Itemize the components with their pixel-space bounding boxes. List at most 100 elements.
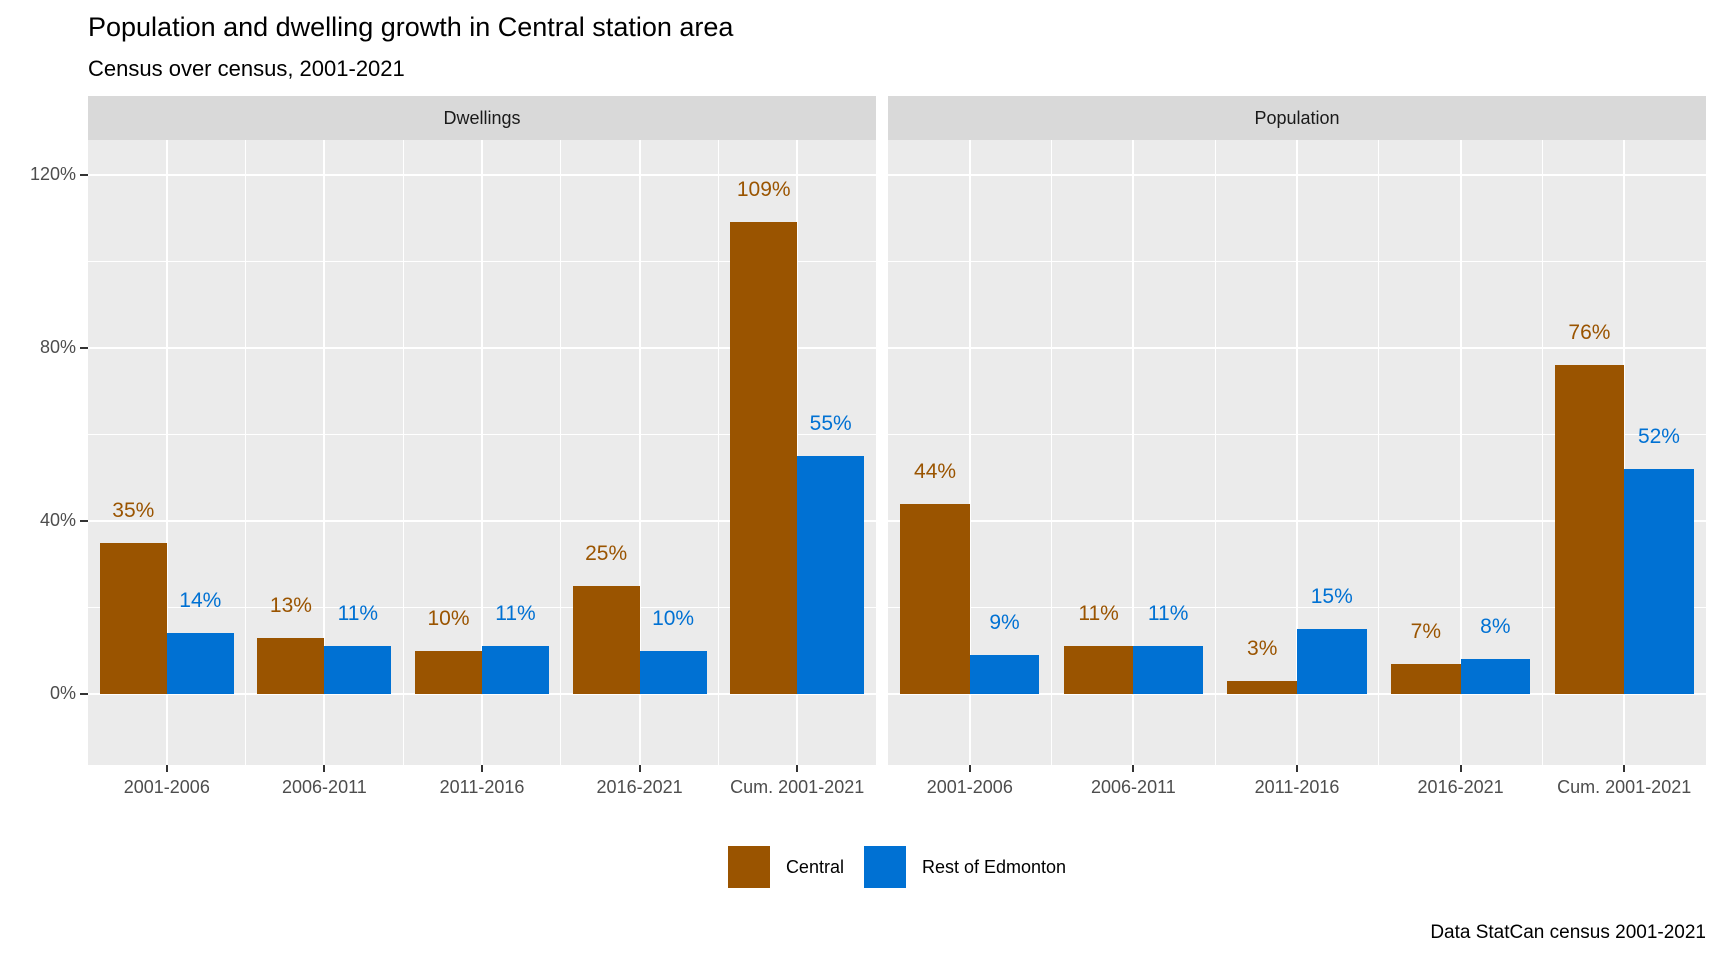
chart-subtitle: Census over census, 2001-2021 (88, 56, 405, 81)
gridline-major-x (481, 140, 483, 765)
bar-value-label: 76% (1568, 321, 1611, 345)
x-axis-tick-mark (796, 765, 799, 772)
x-axis-tick-label: Cum. 2001-2021 (1557, 777, 1692, 797)
bar-rest-of-edmonton (1297, 629, 1367, 694)
x-axis-tick-mark (165, 765, 168, 772)
bar-central (1391, 663, 1461, 695)
bar-central (257, 637, 325, 694)
bar-value-label: 11% (337, 602, 379, 626)
bar-central (900, 503, 970, 694)
gridline-minor-x (1051, 140, 1053, 765)
legend-item-central: Central (727, 846, 844, 888)
panel-population: 44% 9% 11% 11% 3% 15% 7% 8% 76% 52% (888, 140, 1706, 765)
bar-value-label: 55% (809, 411, 852, 435)
gridline-minor-x (1541, 140, 1543, 765)
gridline-minor-x (1378, 140, 1380, 765)
bar-rest-of-edmonton (639, 650, 707, 694)
bar-central (1554, 365, 1625, 694)
x-axis-tick-mark (1132, 765, 1135, 772)
gridline-major-x (1132, 140, 1135, 765)
x-axis-tick-label: 2016-2021 (596, 777, 683, 797)
x-axis-tick-mark (968, 765, 971, 772)
bar-value-label: 7% (1410, 619, 1441, 643)
bar-value-label: 9% (989, 611, 1020, 635)
gridline-major-x (1296, 140, 1298, 765)
gridline-major-x (1623, 140, 1626, 765)
y-axis-tick-mark (80, 346, 88, 349)
bar-rest-of-edmonton (1624, 468, 1694, 694)
bar-value-label: 44% (914, 459, 957, 483)
bar-rest-of-edmonton (324, 646, 392, 694)
legend-label: Central (785, 856, 844, 877)
x-axis-tick-label: Cum. 2001-2021 (730, 777, 865, 797)
bar-rest-of-edmonton (1133, 646, 1203, 694)
gridline-major-x (323, 140, 326, 765)
bar-central (99, 542, 167, 694)
y-axis-tick-label: 120% (29, 163, 76, 184)
bar-value-label: 10% (427, 606, 470, 630)
panel-dwellings: 35% 14% 13% 11% 10% 11% 25% 10% 109% 55% (88, 140, 876, 765)
x-axis-tick-label: 2001-2006 (123, 777, 210, 797)
bar-value-label: 52% (1637, 424, 1680, 448)
gridline-minor-x (1214, 140, 1216, 765)
bar-value-label: 11% (1078, 602, 1119, 626)
legend: Central Rest of Edmonton (88, 845, 1706, 889)
y-axis-tick-mark (80, 519, 88, 522)
bar-rest-of-edmonton (166, 633, 234, 694)
bar-value-label: 15% (1310, 585, 1353, 609)
x-axis-tick-label: 2006-2011 (1091, 777, 1176, 797)
x-axis-tick-label: 2011-2016 (1254, 777, 1340, 797)
bar-central (730, 222, 798, 694)
gridline-minor-x (717, 140, 719, 765)
bar-rest-of-edmonton (482, 646, 549, 694)
x-axis-tick-mark (1296, 765, 1298, 772)
y-axis-tick-label: 0% (49, 683, 76, 704)
bar-value-label: 35% (112, 498, 155, 522)
bar-rest-of-edmonton (1460, 659, 1531, 694)
gridline-minor-x (560, 140, 562, 765)
y-axis-tick-label: 40% (39, 509, 76, 530)
gridline-major-x (1459, 140, 1462, 765)
bar-central (415, 650, 482, 694)
legend-item-rest-of-edmonton: Rest of Edmonton (863, 846, 1067, 888)
x-axis-tick-label: 2016-2021 (1417, 777, 1504, 797)
bar-value-label: 10% (652, 606, 695, 630)
x-axis-tick-mark (323, 765, 326, 772)
facet-strip-label: Population (1254, 107, 1340, 128)
y-axis-tick-mark (80, 693, 88, 696)
legend-label: Rest of Edmonton (921, 856, 1067, 877)
x-axis-tick-label: 2001-2006 (926, 777, 1013, 797)
x-axis-tick-label: 2011-2016 (439, 777, 525, 797)
gridline-major-x (165, 140, 168, 765)
y-axis-tick-label: 80% (39, 336, 76, 357)
y-axis-tick-mark (80, 173, 88, 176)
x-axis-tick-label: 2006-2011 (282, 777, 367, 797)
x-axis-tick-mark (1459, 765, 1462, 772)
chart-title: Population and dwelling growth in Centra… (88, 12, 734, 42)
bar-rest-of-edmonton (969, 655, 1040, 694)
bar-value-label: 13% (269, 593, 312, 617)
x-axis-tick-mark (1623, 765, 1626, 772)
bar-central (572, 585, 640, 694)
gridline-major-x (968, 140, 971, 765)
legend-swatch (863, 846, 906, 888)
bar-central (1227, 681, 1297, 695)
chart-caption: Data StatCan census 2001-2021 (1430, 922, 1706, 943)
bar-value-label: 11% (1147, 602, 1189, 626)
facet-strip-population: Population (888, 96, 1706, 140)
bar-value-label: 3% (1247, 637, 1278, 661)
x-axis-tick-mark (481, 765, 483, 772)
gridline-major-x (796, 140, 799, 765)
bar-value-label: 25% (585, 541, 628, 565)
gridline-minor-x (402, 140, 404, 765)
facet-strip-dwellings: Dwellings (88, 96, 876, 140)
bar-value-label: 109% (736, 178, 791, 202)
bar-central (1063, 646, 1134, 694)
bar-value-label: 14% (179, 589, 222, 613)
legend-swatch (727, 846, 770, 888)
facet-strip-label: Dwellings (443, 107, 521, 128)
bar-value-label: 11% (495, 602, 536, 626)
bar-rest-of-edmonton (797, 455, 865, 694)
x-axis-tick-mark (638, 765, 641, 772)
